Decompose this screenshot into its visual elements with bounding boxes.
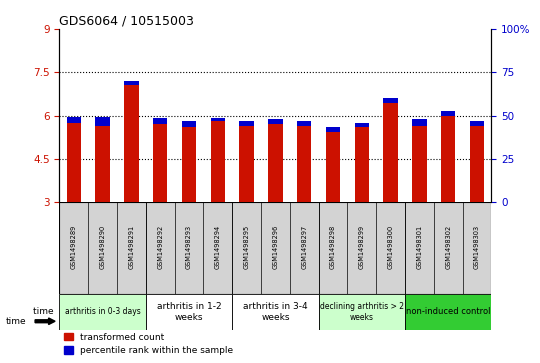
- Bar: [182, 121, 196, 127]
- Bar: [383, 98, 398, 202]
- Text: arthritis in 0-3 days: arthritis in 0-3 days: [65, 307, 140, 317]
- Text: GSM1498292: GSM1498292: [157, 224, 163, 269]
- Bar: [182, 121, 196, 202]
- Bar: [239, 121, 254, 126]
- Bar: [146, 202, 232, 294]
- Bar: [153, 118, 167, 202]
- Text: GSM1498302: GSM1498302: [445, 224, 451, 269]
- Bar: [297, 121, 312, 126]
- Text: non-induced control: non-induced control: [406, 307, 490, 317]
- Bar: [268, 119, 282, 202]
- Bar: [326, 127, 340, 131]
- Bar: [441, 111, 455, 202]
- Bar: [96, 117, 110, 126]
- Bar: [319, 294, 405, 330]
- Text: GSM1498301: GSM1498301: [416, 224, 422, 269]
- Bar: [441, 111, 455, 116]
- Bar: [405, 294, 491, 330]
- Bar: [66, 117, 81, 123]
- Bar: [146, 294, 232, 330]
- Bar: [239, 121, 254, 202]
- Text: GSM1498300: GSM1498300: [388, 224, 394, 269]
- Text: arthritis in 1-2
weeks: arthritis in 1-2 weeks: [157, 302, 221, 322]
- Bar: [232, 294, 319, 330]
- Legend: transformed count, percentile rank within the sample: transformed count, percentile rank withi…: [64, 333, 233, 355]
- Text: GSM1498297: GSM1498297: [301, 224, 307, 269]
- Bar: [326, 127, 340, 202]
- Text: GSM1498291: GSM1498291: [129, 224, 134, 269]
- Text: GSM1498296: GSM1498296: [272, 224, 279, 269]
- Bar: [297, 121, 312, 202]
- Bar: [383, 98, 398, 103]
- Bar: [66, 117, 81, 202]
- Text: GSM1498298: GSM1498298: [330, 224, 336, 269]
- Bar: [124, 81, 139, 202]
- Bar: [355, 123, 369, 202]
- Bar: [470, 121, 484, 202]
- Text: GSM1498293: GSM1498293: [186, 224, 192, 269]
- Bar: [470, 121, 484, 126]
- Text: time: time: [5, 317, 26, 326]
- Text: time: time: [33, 307, 59, 317]
- Bar: [211, 118, 225, 122]
- Text: GSM1498294: GSM1498294: [215, 224, 221, 269]
- Text: arthritis in 3-4
weeks: arthritis in 3-4 weeks: [243, 302, 308, 322]
- Bar: [59, 202, 146, 294]
- Text: GSM1498289: GSM1498289: [71, 224, 77, 269]
- Bar: [405, 202, 491, 294]
- Text: GDS6064 / 10515003: GDS6064 / 10515003: [59, 15, 194, 28]
- Bar: [268, 119, 282, 124]
- Bar: [211, 118, 225, 202]
- Text: GSM1498303: GSM1498303: [474, 224, 480, 269]
- Text: declining arthritis > 2
weeks: declining arthritis > 2 weeks: [320, 302, 404, 322]
- Bar: [412, 119, 427, 126]
- Bar: [96, 117, 110, 202]
- Text: GSM1498299: GSM1498299: [359, 224, 365, 269]
- Bar: [59, 294, 146, 330]
- Bar: [232, 202, 319, 294]
- Bar: [124, 81, 139, 85]
- Text: GSM1498295: GSM1498295: [244, 224, 249, 269]
- Text: GSM1498290: GSM1498290: [99, 224, 106, 269]
- Bar: [355, 123, 369, 127]
- Bar: [153, 118, 167, 124]
- Bar: [412, 119, 427, 202]
- Bar: [319, 202, 405, 294]
